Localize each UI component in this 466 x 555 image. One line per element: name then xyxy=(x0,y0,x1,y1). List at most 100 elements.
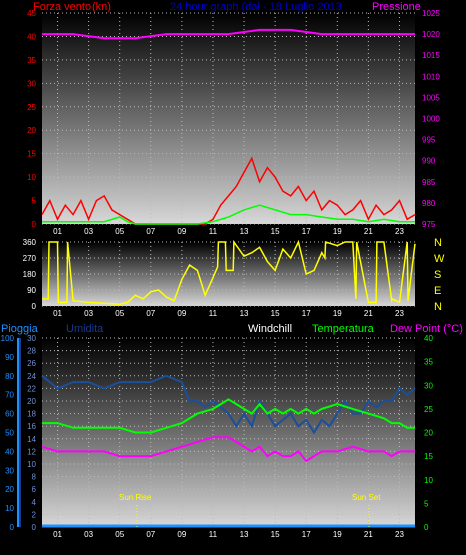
rain-tick-label: 0 xyxy=(10,523,15,532)
x-tick-label: 13 xyxy=(240,530,249,539)
series-line-temperatura xyxy=(42,398,415,434)
x-tick-label: 03 xyxy=(84,530,93,539)
x-tick-label: 13 xyxy=(240,309,249,318)
series-line-forza-vento xyxy=(41,156,416,225)
direction-tick-label: 90 xyxy=(27,286,36,295)
temperature-tick-label: 20 xyxy=(424,429,433,438)
sunset-label: Sun Set xyxy=(352,493,381,502)
legend-windchill: Windchill xyxy=(248,323,292,335)
x-tick-label: 23 xyxy=(395,530,404,539)
pressure-tick-label: 1010 xyxy=(422,72,440,81)
x-tick-label: 05 xyxy=(115,309,124,318)
legend-dewpoint: Dew Point (°C) xyxy=(390,323,463,335)
wind-tick-label: 5 xyxy=(32,197,37,206)
humidity-tick-label: 12 xyxy=(27,447,36,456)
x-tick-label: 23 xyxy=(395,227,404,236)
compass-label: E xyxy=(434,285,441,297)
humidity-tick-label: 24 xyxy=(27,372,36,381)
series-line-dew-point xyxy=(41,436,415,463)
humidity-tick-label: 6 xyxy=(32,485,37,494)
x-tick-label: 21 xyxy=(364,309,373,318)
wind-tick-label: 25 xyxy=(27,103,36,112)
pressure-tick-label: 975 xyxy=(422,220,436,229)
temperature-tick-label: 10 xyxy=(424,476,433,485)
x-tick-label: 01 xyxy=(53,530,62,539)
series-line-direction xyxy=(42,239,416,305)
temperature-tick-label: 15 xyxy=(424,452,433,461)
wind-axis-title: Forza vento xyxy=(33,1,91,13)
x-tick-label: 07 xyxy=(146,530,155,539)
x-tick-label: 11 xyxy=(209,227,218,236)
wind-tick-label: 35 xyxy=(27,56,36,65)
wind-tick-label: 30 xyxy=(27,79,36,88)
series-layer xyxy=(41,28,416,528)
x-tick-label: 05 xyxy=(115,227,124,236)
humidity-tick-label: 22 xyxy=(27,384,36,393)
x-tick-label: 17 xyxy=(302,227,311,236)
pressure-tick-label: 980 xyxy=(422,199,436,208)
humidity-tick-label: 14 xyxy=(27,435,36,444)
humidity-tick-label: 2 xyxy=(32,510,37,519)
pressure-tick-label: 1000 xyxy=(422,115,440,124)
x-tick-label: 21 xyxy=(364,530,373,539)
humidity-tick-label: 20 xyxy=(27,397,36,406)
rain-tick-label: 10 xyxy=(5,504,14,513)
wind-unit: (kn) xyxy=(92,1,111,13)
sunrise-label: Sun Rise xyxy=(119,493,152,502)
humidity-tick-label: 30 xyxy=(27,334,36,343)
temperature-tick-label: 40 xyxy=(424,334,433,343)
x-tick-label: 15 xyxy=(271,227,280,236)
pressure-tick-label: 985 xyxy=(422,178,436,187)
x-tick-label: 19 xyxy=(333,530,342,539)
x-tick-label: 17 xyxy=(302,309,311,318)
direction-tick-label: 180 xyxy=(23,270,37,279)
chart-title: 24 hour graph (dal - 18 Luglio 2013 xyxy=(170,1,342,13)
x-tick-label: 17 xyxy=(302,530,311,539)
compass-label: N xyxy=(434,301,442,313)
pressure-tick-label: 1005 xyxy=(422,93,440,102)
x-tick-label: 15 xyxy=(271,309,280,318)
humidity-tick-label: 10 xyxy=(27,460,36,469)
x-tick-label: 13 xyxy=(240,227,249,236)
legend-umidita: Umidita xyxy=(66,323,104,335)
pressure-tick-label: 1015 xyxy=(422,51,440,60)
humidity-tick-label: 8 xyxy=(32,473,37,482)
rain-tick-label: 20 xyxy=(5,485,14,494)
direction-tick-label: 270 xyxy=(23,254,37,263)
humidity-tick-label: 28 xyxy=(27,347,36,356)
series-line-pressione xyxy=(42,28,415,40)
x-tick-label: 15 xyxy=(271,530,280,539)
compass-label: W xyxy=(434,253,445,265)
pressure-tick-label: 1025 xyxy=(422,9,440,18)
rain-tick-label: 100 xyxy=(1,334,15,343)
rain-tick-label: 90 xyxy=(5,353,14,362)
humidity-tick-label: 0 xyxy=(32,523,37,532)
axis-layer: 01 03 05 07 09 11 13 15 17 19 21 230510152025303540… xyxy=(1,9,445,539)
temperature-tick-label: 30 xyxy=(424,381,433,390)
wind-tick-label: 20 xyxy=(27,126,36,135)
x-tick-label: 07 xyxy=(146,227,155,236)
x-tick-label: 09 xyxy=(177,530,186,539)
wind-tick-label: 0 xyxy=(32,220,37,229)
temp-panel-bg xyxy=(42,338,415,527)
x-tick-label: 19 xyxy=(333,309,342,318)
series-line-raffica xyxy=(42,204,415,225)
wind-tick-label: 15 xyxy=(27,150,36,159)
temperature-tick-label: 0 xyxy=(424,523,429,532)
x-tick-label: 03 xyxy=(84,227,93,236)
x-tick-label: 21 xyxy=(364,227,373,236)
pressure-tick-label: 1020 xyxy=(422,30,440,39)
rain-tick-label: 40 xyxy=(5,447,14,456)
rain-tick-label: 70 xyxy=(5,391,14,400)
wind-panel-bg xyxy=(42,13,415,224)
wind-tick-label: 45 xyxy=(27,9,36,18)
rain-tick-label: 50 xyxy=(5,429,14,438)
x-tick-label: 09 xyxy=(177,227,186,236)
x-tick-label: 07 xyxy=(146,309,155,318)
pressure-axis-title: Pressione xyxy=(372,1,421,13)
x-tick-label: 09 xyxy=(177,309,186,318)
humidity-tick-label: 26 xyxy=(27,359,36,368)
x-tick-label: 11 xyxy=(209,309,218,318)
x-tick-label: 01 xyxy=(53,227,62,236)
rain-tick-label: 30 xyxy=(5,466,14,475)
